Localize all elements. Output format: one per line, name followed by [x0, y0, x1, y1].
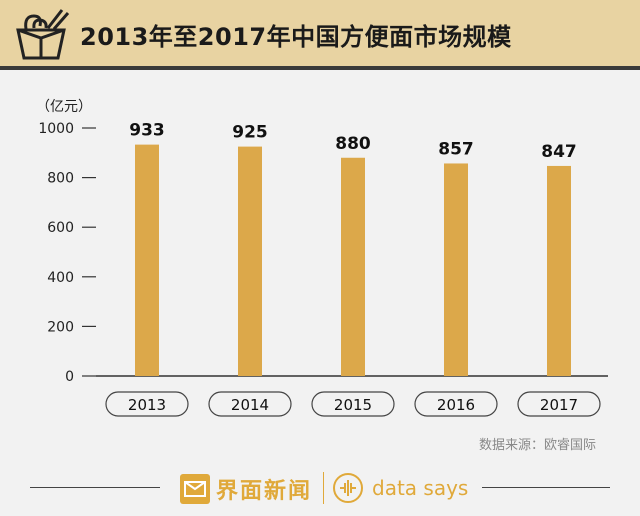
- footer-divider: [323, 472, 324, 504]
- x-tick-label: 2017: [540, 396, 578, 414]
- y-tick-label: 600: [47, 220, 74, 236]
- x-tick-label: 2015: [334, 396, 372, 414]
- source-note: 数据来源：欧睿国际: [478, 438, 596, 453]
- footer-right-rule: [482, 487, 610, 488]
- data-label: 925: [232, 123, 268, 143]
- y-tick-label: 400: [47, 270, 74, 286]
- x-tick-label: 2013: [128, 396, 166, 414]
- x-category-pill: [311, 391, 395, 417]
- data-label: 933: [129, 121, 165, 141]
- data-label: 857: [438, 139, 474, 159]
- data-says-logo-icon: [333, 473, 363, 503]
- y-tick-label: 0: [65, 369, 74, 385]
- brand-tagline: data says: [372, 476, 469, 500]
- x-category-pill: [414, 391, 498, 417]
- bar: [444, 163, 468, 376]
- bar: [135, 144, 159, 376]
- data-label: 880: [335, 134, 371, 154]
- x-tick-label: 2016: [437, 396, 475, 414]
- jiemian-logo-icon: [180, 474, 210, 504]
- x-category-pill: [105, 391, 189, 417]
- bar: [547, 165, 571, 376]
- brand-name: 界面新闻: [216, 479, 313, 504]
- data-label: 847: [541, 142, 577, 162]
- y-tick-label: 800: [47, 171, 74, 187]
- y-tick-label: 200: [47, 319, 74, 335]
- header-rule: [0, 66, 640, 70]
- x-tick-label: 2014: [231, 396, 269, 414]
- y-axis-unit-label: （亿元）: [36, 99, 92, 115]
- x-category-pill: [517, 391, 601, 417]
- bar: [341, 157, 365, 376]
- noodle-box-icon: [16, 9, 70, 60]
- chart-title: 2013年至2017年中国方便面市场规模: [80, 23, 512, 51]
- bar: [238, 146, 262, 376]
- x-category-pill: [208, 391, 292, 417]
- y-tick-label: 1000: [38, 121, 74, 137]
- footer-left-rule: [30, 487, 160, 488]
- header-banner: [0, 0, 640, 66]
